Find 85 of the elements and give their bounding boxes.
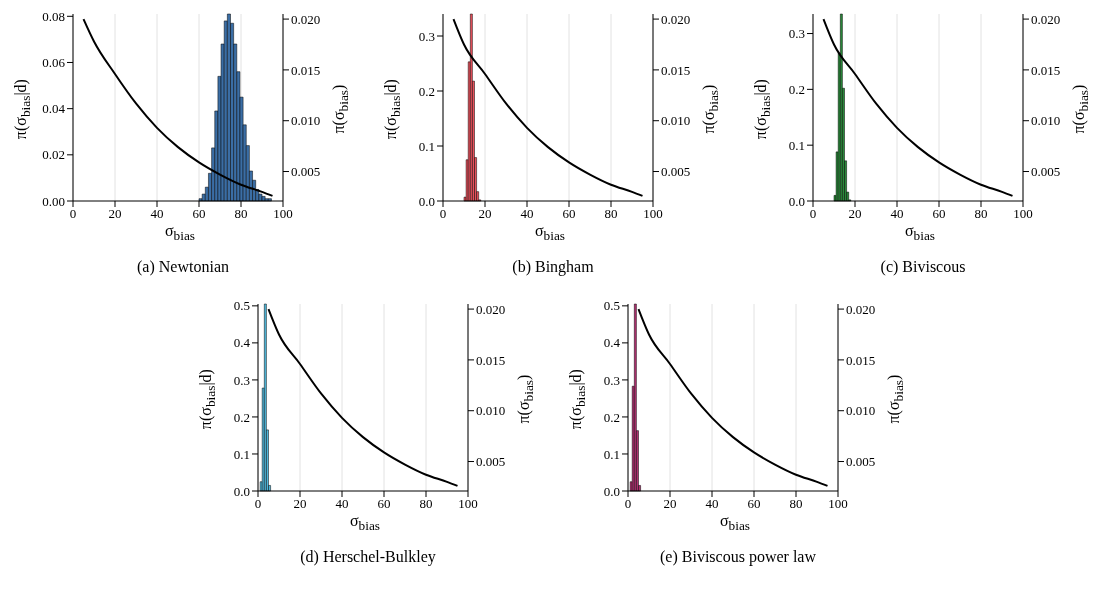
x-tick-label: 80 [974,206,988,222]
y2-tick-label: 0.020 [1031,11,1061,27]
y-tick-label: 0.2 [603,409,620,425]
text: (e) Biviscous power law [659,548,817,566]
y-tick-label: 0.3 [603,372,620,388]
x-tick-label: 80 [234,206,248,222]
y-tick-label: 0.2 [788,81,805,97]
x-tick-label: 80 [604,206,618,222]
y-tick-label: 0.00 [42,193,65,209]
y-tick-label: 0.1 [233,446,250,462]
x-tick-label: 60 [192,206,206,222]
y-tick-label: 0.0 [603,483,620,499]
y-tick-label: 0.0 [233,483,250,499]
x-tick-label: 0 [69,206,77,222]
x-tick-label: 20 [108,206,122,222]
y2-tick-label: 0.005 [291,164,321,180]
y-tick-label: 0.02 [42,147,65,163]
x-tick-label: 100 [273,206,293,222]
y2-tick-label: 0.005 [846,454,876,470]
x-tick-label: 40 [150,206,164,222]
x-tick-label: 100 [828,496,848,512]
x-axis-title: σ$_{bias}$ [718,512,752,535]
x-tick-label: 0 [439,206,447,222]
y2-tick-label: 0.010 [1031,113,1061,129]
y2-tick-label: 0.020 [661,11,691,27]
y2-tick-label: 0.010 [291,113,321,129]
y-tick-label: 0.4 [603,335,621,351]
y2-tick-label: 0.010 [476,403,506,419]
x-tick-label: 20 [663,496,677,512]
y-tick-label: 0.3 [788,26,805,42]
y-tick-label: 0.2 [418,83,435,99]
y-tick-label: 0.2 [233,409,250,425]
text: (d) Herschel-Bulkley [299,548,437,566]
y-tick-label: 0.5 [603,298,620,314]
y-tick-label: 0.0 [788,193,805,209]
y-tick-label: 0.1 [603,446,620,462]
y-tick-label: 0.1 [418,138,435,154]
x-tick-label: 60 [932,206,946,222]
text: (a) Newtonian [136,258,230,276]
y2-tick-label: 0.010 [661,113,691,129]
x-tick-label: 100 [458,496,478,512]
y2-tick-label: 0.020 [476,301,506,317]
y-tick-label: 0.5 [233,298,250,314]
x-axis-title: σ$_{bias}$ [163,222,197,245]
y2-tick-label: 0.005 [476,454,506,470]
y-tick-label: 0.04 [42,101,66,117]
y2-tick-label: 0.015 [291,62,321,78]
y-tick-label: 0.0 [418,193,435,209]
x-tick-label: 40 [335,496,349,512]
y-tick-label: 0.1 [788,137,805,153]
y2-tick-label: 0.015 [661,62,691,78]
x-tick-label: 100 [1013,206,1033,222]
x-tick-label: 40 [705,496,719,512]
x-tick-label: 0 [624,496,632,512]
x-tick-label: 80 [419,496,433,512]
x-axis-title: σ$_{bias}$ [903,222,937,245]
y-tick-label: 0.3 [233,372,250,388]
y2-tick-label: 0.005 [661,164,691,180]
x-tick-label: 20 [848,206,862,222]
x-tick-label: 40 [520,206,534,222]
x-tick-label: 60 [747,496,761,512]
x-tick-label: 0 [254,496,262,512]
y2-tick-label: 0.020 [846,301,876,317]
text: (b) Bingham [511,258,595,276]
x-tick-label: 20 [293,496,307,512]
x-tick-label: 80 [789,496,803,512]
x-axis-title: σ$_{bias}$ [533,222,567,245]
y2-tick-label: 0.020 [291,11,321,27]
y2-tick-label: 0.015 [846,352,876,368]
x-tick-label: 100 [643,206,663,222]
y-tick-label: 0.06 [42,55,66,71]
y-tick-label: 0.3 [418,28,435,44]
x-axis-title: σ$_{bias}$ [348,512,382,535]
y2-tick-label: 0.005 [1031,164,1061,180]
text: (c) Biviscous [879,258,967,276]
x-tick-label: 60 [562,206,576,222]
y2-tick-label: 0.010 [846,403,876,419]
y2-tick-label: 0.015 [1031,62,1061,78]
x-tick-label: 40 [890,206,904,222]
x-tick-label: 60 [377,496,391,512]
y2-tick-label: 0.015 [476,352,506,368]
y-tick-label: 0.08 [42,8,65,24]
x-tick-label: 0 [809,206,817,222]
x-tick-label: 20 [478,206,492,222]
y-tick-label: 0.4 [233,335,251,351]
